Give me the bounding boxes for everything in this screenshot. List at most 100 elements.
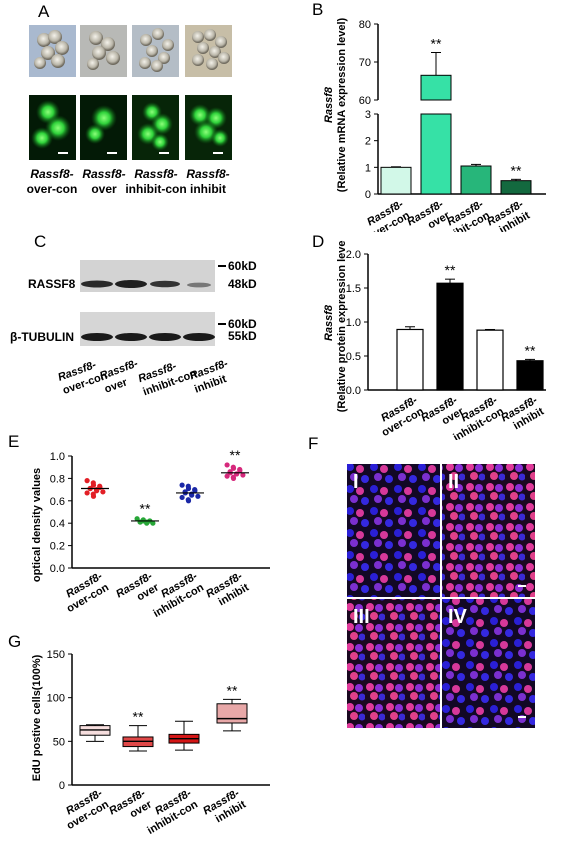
- a-label-2-line1: Rassf8-: [82, 167, 125, 181]
- brightfield-image-1: [29, 25, 76, 77]
- tubulin-bands: [81, 333, 215, 341]
- e-point-3-10: [195, 493, 201, 499]
- panel-letter-g: G: [8, 632, 22, 651]
- gfp-image-4: [185, 95, 232, 160]
- e-point-3-11: [179, 494, 185, 501]
- b-xlabel-2: Rassf8-over: [405, 198, 453, 231]
- d-tick-label: 2.0: [346, 249, 361, 261]
- b-significance-2: **: [431, 36, 442, 52]
- e-xlabel-4: Rassf8-inhibit: [204, 570, 251, 608]
- e-point-4-13: [230, 475, 237, 481]
- a-label-3-line2: inhibit-con: [125, 182, 186, 196]
- a-label-4-line2: inhibit: [190, 182, 226, 196]
- d-significance-2: **: [445, 262, 456, 278]
- marker-60kd-bottom: 60kD: [228, 317, 257, 331]
- g-box-4: [216, 703, 248, 724]
- e-ylabel: optical density values: [31, 468, 43, 582]
- marker-55kd: 55kD: [228, 329, 257, 343]
- g-xlabel-1: Rassf8-over-con: [64, 787, 111, 832]
- f-quadrant-4: [442, 599, 535, 728]
- panel-a-figure: Rassf8- Rassf8- Rassf8- Rassf8- over-con…: [27, 25, 232, 196]
- e-tick-label: 0.4: [50, 518, 65, 530]
- g-xlabel-2: Rassf8-over: [107, 787, 155, 820]
- f-quadrant-2: [442, 464, 535, 597]
- b-ylabel-gene: Rassf8: [323, 86, 335, 123]
- a-label-2-line2: over: [91, 182, 117, 196]
- e-tick-label: 0.0: [50, 563, 65, 575]
- b-tick-label: 2: [365, 136, 371, 148]
- e-significance-4: **: [230, 447, 241, 463]
- e-point-3-5: [192, 488, 198, 494]
- g-significance-2: **: [133, 709, 144, 725]
- d-significance-4: **: [525, 342, 536, 358]
- e-point-4-11: [224, 473, 230, 479]
- brightfield-image-4: [185, 25, 232, 77]
- f-label-4: IV: [448, 606, 468, 628]
- e-tick-label: 0.8: [50, 473, 65, 485]
- e-point-2-1: [134, 516, 140, 522]
- e-point-3-9: [189, 492, 195, 498]
- panel-e-chart: optical density values 0.0 0.2 0.4 0.6 0.8 1.…: [31, 447, 270, 620]
- brightfield-image-3: [132, 25, 179, 77]
- panel-c-blot: RASSF8 β-TUBULIN 60kD 48kD 60kD 55kD Ras…: [10, 259, 257, 398]
- b-tick-label: 60: [359, 95, 371, 107]
- b-xlabel-4: Rassf8-inhibit: [485, 198, 532, 232]
- e-point-3-13: [185, 498, 192, 504]
- e-point-1-9: [94, 488, 100, 494]
- panel-letter-e: E: [8, 432, 20, 451]
- e-point-1-1: [84, 478, 90, 484]
- g-tick-label: 0: [59, 780, 65, 792]
- d-tick-label: 1.0: [346, 317, 361, 329]
- g-significance-4: **: [227, 682, 238, 698]
- g-tick-label: 50: [53, 736, 65, 748]
- marker-48kd: 48kD: [228, 277, 257, 291]
- brightfield-image-2: [80, 25, 127, 77]
- e-point-4-10: [240, 472, 246, 478]
- a-label-1-line2: over-con: [27, 182, 78, 196]
- gfp-image-2: [80, 95, 127, 160]
- blot-row-rassf8: RASSF8: [28, 277, 76, 291]
- e-point-4-3: [230, 465, 237, 471]
- f-scale-bar-bottom: [518, 716, 526, 718]
- d-tick-label: 1.5: [346, 283, 361, 295]
- e-tick-label: 0.6: [50, 496, 65, 508]
- g-tick-label: 150: [47, 649, 65, 661]
- gfp-image-1: [29, 95, 76, 160]
- e-significance-2: **: [140, 501, 151, 517]
- a-label-4-line1: Rassf8-: [186, 167, 229, 181]
- a-label-1-line1: Rassf8-: [30, 167, 73, 181]
- f-label-3: III: [353, 606, 370, 628]
- blot-row-tubulin: β-TUBULIN: [10, 330, 74, 344]
- e-point-4-1: [224, 462, 230, 468]
- panel-letter-f: F: [308, 434, 319, 453]
- g-xlabel-4: Rassf8-inhibit: [201, 787, 248, 825]
- b-bar-2-lower: [420, 113, 452, 195]
- panel-b-chart: Rassf8 (Relative mRNA expression level) …: [323, 17, 546, 232]
- b-bar-1: [380, 166, 412, 195]
- d-bar-3: [476, 329, 504, 391]
- e-point-2-9: [144, 520, 150, 526]
- f-label-1: I: [353, 471, 359, 493]
- panel-f-figure: I II III IV: [347, 464, 535, 728]
- b-bar-4: [500, 180, 532, 195]
- d-tick-label: 0.0: [346, 385, 361, 397]
- panel-letter-c: C: [34, 232, 47, 251]
- panel-letter-d: D: [312, 232, 325, 251]
- g-ylabel: EdU postive cells(100%): [31, 654, 43, 781]
- e-point-1-3: [90, 482, 97, 488]
- g-tick-label: 100: [47, 693, 65, 705]
- f-quadrant-1: [347, 464, 440, 597]
- b-tick-label: 70: [359, 57, 371, 69]
- b-xlabel-1: Rassf8-over-con: [365, 198, 412, 232]
- f-quadrant-3: [347, 599, 440, 728]
- e-point-1-10: [100, 489, 106, 495]
- b-ylabel: (Relative mRNA expression level): [336, 17, 348, 192]
- e-tick-label: 0.2: [50, 541, 65, 553]
- marker-60kd-top: 60kD: [228, 259, 257, 273]
- gfp-image-3: [132, 95, 179, 160]
- rassf8-bands: [81, 280, 211, 288]
- e-tick-label: 1.0: [50, 451, 65, 463]
- d-bar-2: [436, 282, 464, 391]
- e-xlabel-1: Rassf8-over-con: [64, 570, 111, 615]
- panel-letter-a: A: [38, 2, 50, 21]
